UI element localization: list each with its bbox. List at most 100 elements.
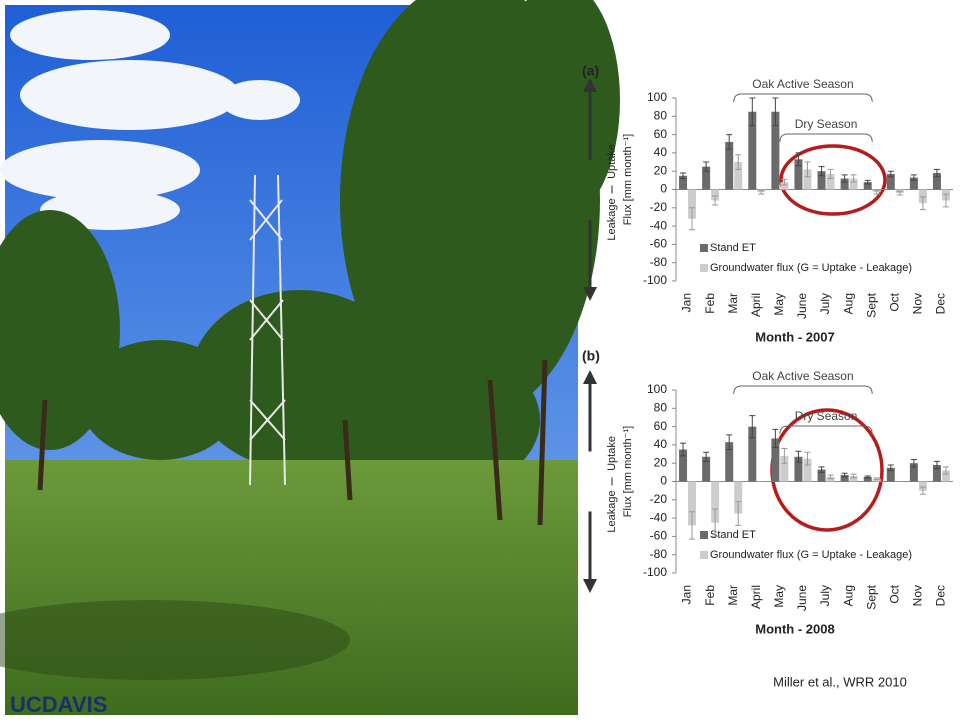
bar: [748, 111, 757, 190]
x-tick-label: April: [749, 293, 763, 317]
legend-swatch: [700, 551, 708, 559]
legend-swatch: [700, 244, 708, 252]
x-axis-title: Month - 2008: [755, 621, 834, 636]
citation: Miller et al., WRR 2010: [773, 674, 907, 689]
y-tick-label: -80: [650, 547, 668, 561]
error-bar: [712, 508, 719, 537]
error-bar: [689, 511, 696, 540]
bar: [941, 470, 950, 482]
bar: [886, 173, 895, 190]
x-tick-label: Feb: [703, 585, 717, 606]
error-bar: [910, 174, 917, 181]
x-tick-label: Jan: [680, 585, 694, 604]
error-bar: [680, 442, 687, 457]
error-bar: [680, 172, 687, 180]
bar: [734, 162, 743, 190]
bracket: [779, 425, 873, 435]
error-bar: [703, 161, 710, 172]
x-axis-title: Month - 2007: [755, 329, 834, 344]
panel-label: (b): [582, 348, 600, 364]
bar: [840, 178, 849, 190]
y-tick-label: -20: [650, 200, 668, 214]
error-bar: [919, 196, 926, 211]
error-bar: [841, 174, 848, 183]
bar: [702, 456, 711, 482]
legend-swatch: [700, 531, 708, 539]
y-tick-label: 80: [654, 108, 668, 122]
tree-trunks: [37, 359, 548, 526]
error-bar: [896, 190, 903, 196]
bar: [725, 141, 734, 190]
bar: [725, 442, 734, 482]
annotation: Dry Season: [795, 409, 858, 423]
bar: [771, 438, 780, 482]
side-label: Uptake: [606, 144, 618, 179]
side-label: Leakage: [606, 198, 618, 240]
y-tick-label: -60: [650, 237, 668, 251]
y-tick-label: 60: [654, 127, 668, 141]
x-tick-label: June: [795, 293, 809, 319]
error-bar: [887, 170, 894, 178]
bar: [748, 426, 757, 482]
bar: [688, 481, 697, 526]
bar: [932, 465, 941, 482]
error-bar: [772, 97, 779, 126]
error-bar: [933, 168, 940, 178]
error-bar: [758, 189, 765, 195]
legend-label: Stand ET: [710, 529, 756, 541]
bar: [918, 481, 927, 491]
y-tick-label: 20: [654, 455, 668, 469]
y-tick-label: -20: [650, 492, 668, 506]
y-tick-label: -80: [650, 255, 668, 269]
x-tick-label: June: [795, 585, 809, 611]
bar: [932, 173, 941, 190]
logo: UCDAVIS: [10, 692, 107, 717]
error-bar: [726, 134, 733, 150]
error-bar: [841, 472, 848, 478]
error-bar: [749, 97, 756, 126]
side-label: Uptake: [606, 436, 618, 471]
bar: [826, 173, 835, 190]
annotation: Oak Active Season: [752, 369, 853, 383]
error-bar: [864, 475, 871, 479]
bar: [794, 159, 803, 190]
bar: [909, 463, 918, 482]
error-bar: [804, 161, 811, 178]
error-bar: [910, 459, 917, 468]
arrow-head: [583, 370, 597, 384]
x-tick-label: July: [818, 293, 832, 314]
error-bar: [689, 207, 696, 231]
error-bar: [772, 428, 779, 449]
x-tick-label: Dec: [934, 293, 948, 314]
y-tick-label: 40: [654, 145, 668, 159]
x-tick-label: Dec: [934, 585, 948, 606]
x-tick-label: May: [772, 293, 786, 316]
bar: [817, 469, 826, 482]
y-tick-label: 80: [654, 400, 668, 414]
x-tick-label: Sept: [864, 292, 878, 317]
x-tick-label: May: [772, 585, 786, 608]
annotation: Dry Season: [795, 117, 858, 131]
x-tick-label: Nov: [911, 585, 925, 606]
error-bar: [726, 434, 733, 450]
x-tick-label: Sept: [864, 584, 878, 609]
bar: [780, 455, 789, 482]
bar: [679, 175, 688, 190]
side-label: Leakage: [606, 490, 618, 532]
error-bar: [942, 466, 949, 475]
bar: [803, 458, 812, 482]
arrow-head: [583, 287, 597, 301]
error-bar: [942, 193, 949, 208]
bar: [688, 189, 697, 219]
bar: [849, 178, 858, 190]
error-bar: [795, 450, 802, 463]
x-tick-label: Feb: [703, 293, 717, 314]
legend-label: Groundwater flux (G = Uptake - Leakage): [710, 262, 912, 274]
error-bar: [735, 154, 742, 170]
tree-canopy: [0, 0, 620, 500]
bracket: [779, 133, 873, 143]
error-bar: [735, 501, 742, 526]
bar: [771, 111, 780, 190]
highlight-circle: [779, 144, 887, 216]
